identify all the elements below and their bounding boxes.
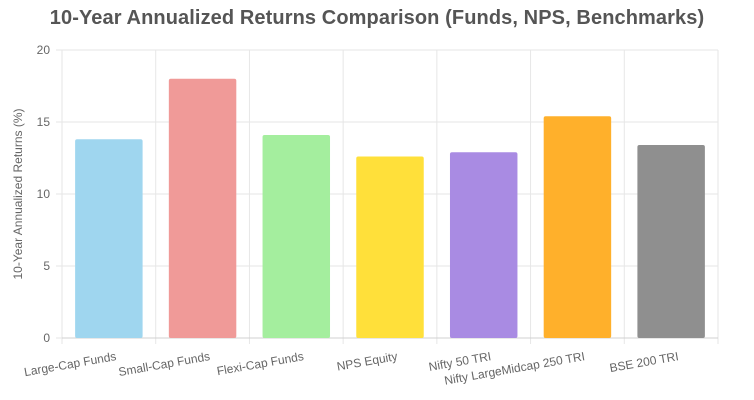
chart-title: 10-Year Annualized Returns Comparison (F…	[49, 7, 705, 29]
bar[interactable]	[637, 145, 705, 338]
y-tick-label: 0	[43, 331, 50, 345]
y-tick-label: 15	[37, 115, 51, 129]
y-axis-label: 10-Year Annualized Returns (%)	[11, 109, 25, 280]
x-tick-label: Flexi-Cap Funds	[216, 349, 305, 378]
bars-layer	[75, 78, 705, 339]
bar[interactable]	[543, 116, 612, 339]
bar[interactable]	[356, 156, 424, 338]
x-tick-label: Large-Cap Funds	[23, 349, 117, 379]
x-tick-label: Small-Cap Funds	[117, 349, 211, 379]
y-tick-label: 5	[43, 259, 50, 273]
x-tick-label: BSE 200 TRI	[608, 349, 679, 375]
bar[interactable]	[75, 139, 143, 338]
y-tick-label: 20	[37, 43, 51, 57]
bar[interactable]	[449, 152, 518, 338]
bar[interactable]	[168, 78, 237, 339]
bar[interactable]	[262, 134, 331, 338]
y-tick-label: 10	[37, 187, 51, 201]
x-tick-label: NPS Equity	[336, 349, 399, 373]
